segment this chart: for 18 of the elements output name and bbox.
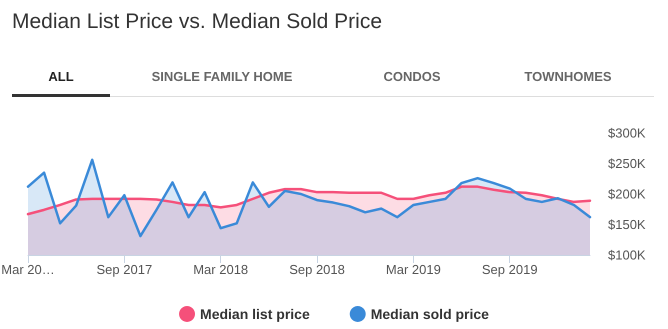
x-tick-label: Mar 2018 (193, 262, 248, 277)
legend-label: Median sold price (370, 306, 490, 322)
y-tick-label: $150K (608, 217, 646, 232)
chart-title: Median List Price vs. Median Sold Price (12, 10, 382, 34)
x-tick-label: Mar 20… (1, 262, 55, 277)
text: TOWNHOMES (523, 68, 613, 86)
y-tick-label: $200K (608, 186, 646, 202)
legend-label: Median list price (200, 306, 310, 322)
text: SINGLE FAMILY HOME (150, 68, 294, 86)
text: ALL (12, 66, 110, 97)
text: CONDOS (382, 68, 442, 86)
x-tick-label: Sep 2019 (482, 262, 538, 277)
y-tick-label: $300K (608, 126, 646, 140)
x-tick-label: Sep 2017 (96, 262, 152, 277)
x-tick-label: Sep 2018 (289, 262, 345, 277)
x-tick-label: Mar 2019 (386, 262, 441, 277)
y-tick-label: $100K (608, 248, 646, 262)
y-tick-label: $250K (608, 156, 646, 171)
